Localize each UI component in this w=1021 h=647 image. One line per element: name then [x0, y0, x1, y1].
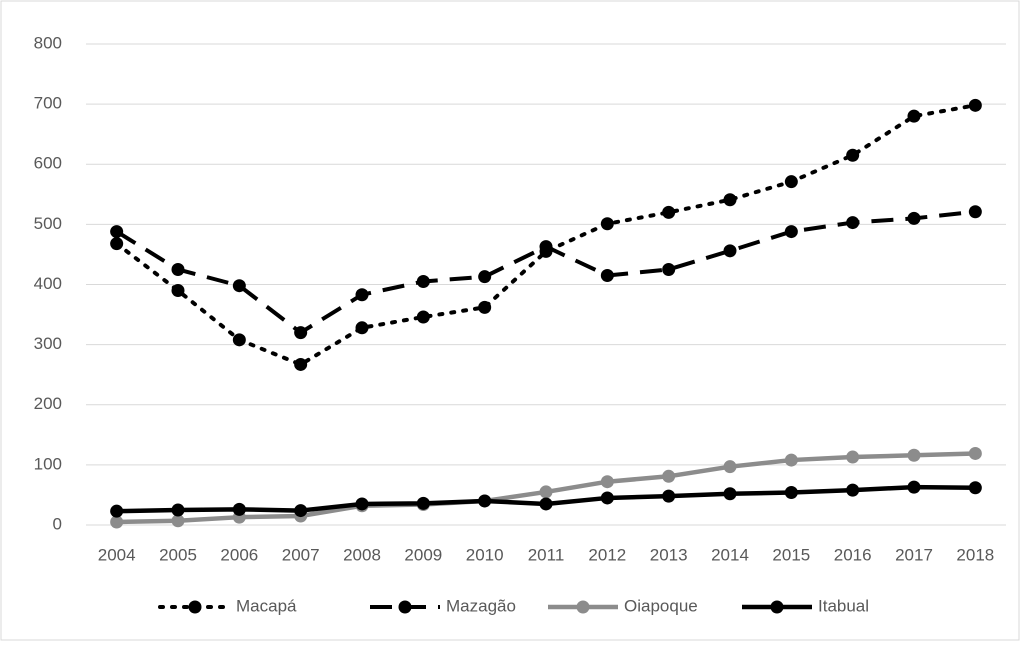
data-point: [110, 225, 124, 239]
data-point: [846, 216, 860, 230]
data-point: [784, 453, 798, 467]
data-point: [294, 504, 308, 518]
y-tick-label: 0: [53, 514, 62, 533]
legend-label: Itabual: [818, 596, 869, 615]
data-point: [907, 448, 921, 462]
data-point: [784, 175, 798, 189]
data-point: [784, 225, 798, 239]
data-point: [539, 240, 553, 254]
x-tick-label: 2014: [711, 545, 749, 564]
data-point: [110, 237, 124, 251]
data-point: [662, 469, 676, 483]
x-tick-label: 2007: [282, 545, 320, 564]
x-tick-label: 2006: [220, 545, 258, 564]
data-point: [416, 310, 430, 324]
y-tick-label: 100: [34, 454, 62, 473]
data-point: [232, 502, 246, 516]
legend-label: Macapá: [236, 596, 297, 615]
data-point: [600, 491, 614, 505]
legend-label: Mazagão: [446, 596, 516, 615]
data-point: [171, 503, 185, 517]
x-tick-label: 2013: [650, 545, 688, 564]
data-point: [723, 244, 737, 258]
legend-marker: [576, 600, 590, 614]
data-point: [416, 496, 430, 510]
data-point: [232, 333, 246, 347]
data-point: [110, 504, 124, 518]
data-point: [355, 321, 369, 335]
y-tick-label: 200: [34, 394, 62, 413]
x-tick-label: 2018: [956, 545, 994, 564]
data-point: [600, 475, 614, 489]
data-point: [600, 268, 614, 282]
data-point: [171, 284, 185, 298]
y-tick-label: 500: [34, 214, 62, 233]
data-point: [907, 109, 921, 123]
data-point: [907, 211, 921, 225]
data-point: [968, 446, 982, 460]
data-point: [416, 274, 430, 288]
x-tick-label: 2004: [98, 545, 136, 564]
legend-marker: [398, 600, 412, 614]
data-point: [171, 514, 185, 528]
data-point: [294, 357, 308, 371]
data-point: [723, 460, 737, 474]
x-tick-label: 2010: [466, 545, 504, 564]
x-tick-label: 2008: [343, 545, 381, 564]
x-tick-label: 2015: [772, 545, 810, 564]
data-point: [968, 205, 982, 219]
data-point: [232, 279, 246, 293]
data-point: [110, 515, 124, 529]
data-point: [846, 148, 860, 162]
x-tick-label: 2009: [404, 545, 442, 564]
legend-label: Oiapoque: [624, 596, 698, 615]
y-tick-label: 600: [34, 154, 62, 173]
data-point: [723, 487, 737, 501]
data-point: [968, 481, 982, 495]
data-point: [294, 326, 308, 340]
data-point: [171, 262, 185, 276]
y-tick-label: 800: [34, 33, 62, 52]
data-point: [723, 193, 737, 207]
x-tick-label: 2012: [588, 545, 626, 564]
data-point: [968, 98, 982, 112]
data-point: [478, 300, 492, 314]
data-point: [478, 270, 492, 284]
data-point: [662, 489, 676, 503]
data-point: [355, 497, 369, 511]
data-point: [355, 288, 369, 302]
y-tick-label: 700: [34, 94, 62, 113]
data-point: [478, 494, 492, 508]
x-tick-label: 2016: [834, 545, 872, 564]
legend-marker: [770, 600, 784, 614]
data-point: [662, 262, 676, 276]
x-tick-label: 2017: [895, 545, 933, 564]
data-point: [539, 485, 553, 499]
x-tick-label: 2005: [159, 545, 197, 564]
data-point: [539, 497, 553, 511]
data-point: [907, 480, 921, 494]
data-point: [846, 450, 860, 464]
y-tick-label: 300: [34, 334, 62, 353]
data-point: [846, 483, 860, 497]
legend-marker: [188, 600, 202, 614]
x-tick-label: 2011: [528, 545, 565, 564]
data-point: [600, 217, 614, 231]
y-tick-label: 400: [34, 274, 62, 293]
data-point: [662, 205, 676, 219]
data-point: [784, 486, 798, 500]
